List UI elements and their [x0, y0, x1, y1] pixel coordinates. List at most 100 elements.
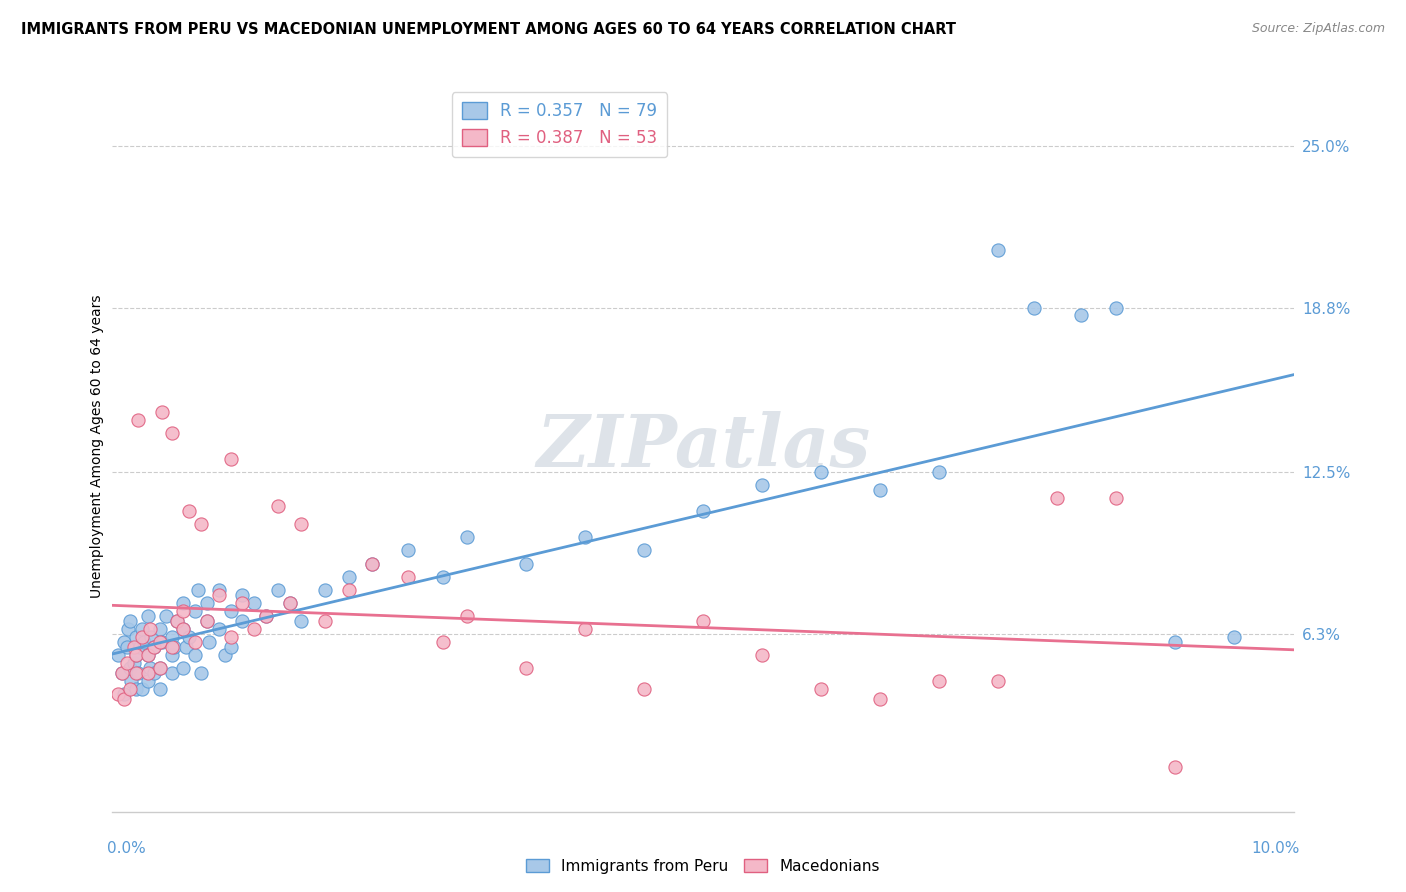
Point	[160, 630, 183, 644]
Point	[112, 635, 135, 649]
Point	[432, 635, 454, 649]
Point	[810, 465, 832, 479]
Point	[112, 692, 135, 706]
Point	[633, 681, 655, 696]
Point	[314, 614, 336, 628]
Point	[131, 630, 153, 644]
Point	[184, 648, 207, 662]
Point	[456, 530, 478, 544]
Point	[1164, 760, 1187, 774]
Point	[136, 648, 159, 662]
Point	[396, 569, 419, 583]
Point	[214, 648, 236, 662]
Point	[208, 588, 231, 602]
Point	[195, 614, 218, 628]
Point	[160, 666, 183, 681]
Point	[1105, 491, 1128, 506]
Point	[195, 614, 218, 628]
Point	[160, 640, 183, 655]
Point	[172, 661, 194, 675]
Point	[131, 622, 153, 636]
Point	[150, 635, 173, 649]
Point	[208, 622, 231, 636]
Point	[172, 622, 194, 636]
Point	[243, 622, 266, 636]
Point	[574, 530, 596, 544]
Point	[278, 596, 301, 610]
Point	[172, 604, 194, 618]
Legend: Immigrants from Peru, Macedonians: Immigrants from Peru, Macedonians	[520, 853, 886, 880]
Text: IMMIGRANTS FROM PERU VS MACEDONIAN UNEMPLOYMENT AMONG AGES 60 TO 64 YEARS CORREL: IMMIGRANTS FROM PERU VS MACEDONIAN UNEMP…	[21, 22, 956, 37]
Point	[928, 465, 950, 479]
Point	[337, 569, 360, 583]
Point	[267, 582, 290, 597]
Point	[149, 622, 172, 636]
Point	[122, 640, 145, 655]
Point	[179, 504, 201, 518]
Point	[120, 674, 142, 689]
Point	[127, 413, 149, 427]
Point	[142, 640, 165, 655]
Point	[179, 630, 201, 644]
Point	[290, 517, 312, 532]
Point	[125, 666, 148, 681]
Y-axis label: Unemployment Among Ages 60 to 64 years: Unemployment Among Ages 60 to 64 years	[90, 294, 104, 598]
Point	[160, 648, 183, 662]
Point	[396, 543, 419, 558]
Legend: R = 0.357   N = 79, R = 0.387   N = 53: R = 0.357 N = 79, R = 0.387 N = 53	[451, 92, 666, 157]
Point	[190, 666, 212, 681]
Point	[208, 582, 231, 597]
Point	[278, 596, 301, 610]
Point	[127, 666, 149, 681]
Point	[219, 640, 242, 655]
Point	[115, 656, 138, 670]
Point	[142, 640, 165, 655]
Point	[166, 614, 188, 628]
Point	[142, 666, 165, 681]
Point	[267, 499, 290, 513]
Point	[111, 666, 134, 681]
Point	[149, 635, 172, 649]
Point	[254, 608, 277, 623]
Point	[692, 614, 714, 628]
Point	[120, 614, 142, 628]
Point	[131, 681, 153, 696]
Point	[231, 614, 253, 628]
Point	[136, 648, 159, 662]
Point	[1164, 635, 1187, 649]
Point	[219, 604, 242, 618]
Point	[136, 674, 159, 689]
Point	[337, 582, 360, 597]
Point	[314, 582, 336, 597]
Point	[125, 648, 148, 662]
Point	[125, 630, 148, 644]
Point	[1105, 301, 1128, 315]
Point	[1046, 491, 1069, 506]
Point	[139, 661, 162, 675]
Point	[190, 517, 212, 532]
Point	[107, 648, 129, 662]
Point	[125, 648, 148, 662]
Point	[160, 425, 183, 440]
Point	[149, 661, 172, 675]
Point	[136, 608, 159, 623]
Point	[149, 661, 172, 675]
Point	[112, 687, 135, 701]
Point	[633, 543, 655, 558]
Point	[198, 635, 221, 649]
Point	[456, 608, 478, 623]
Point	[254, 608, 277, 623]
Point	[361, 557, 384, 571]
Point	[751, 648, 773, 662]
Point	[515, 557, 537, 571]
Point	[117, 622, 139, 636]
Point	[128, 640, 150, 655]
Point	[987, 243, 1010, 257]
Point	[219, 630, 242, 644]
Point	[1022, 301, 1045, 315]
Point	[186, 582, 208, 597]
Point	[111, 666, 134, 681]
Point	[166, 614, 188, 628]
Point	[751, 478, 773, 492]
Point	[195, 596, 218, 610]
